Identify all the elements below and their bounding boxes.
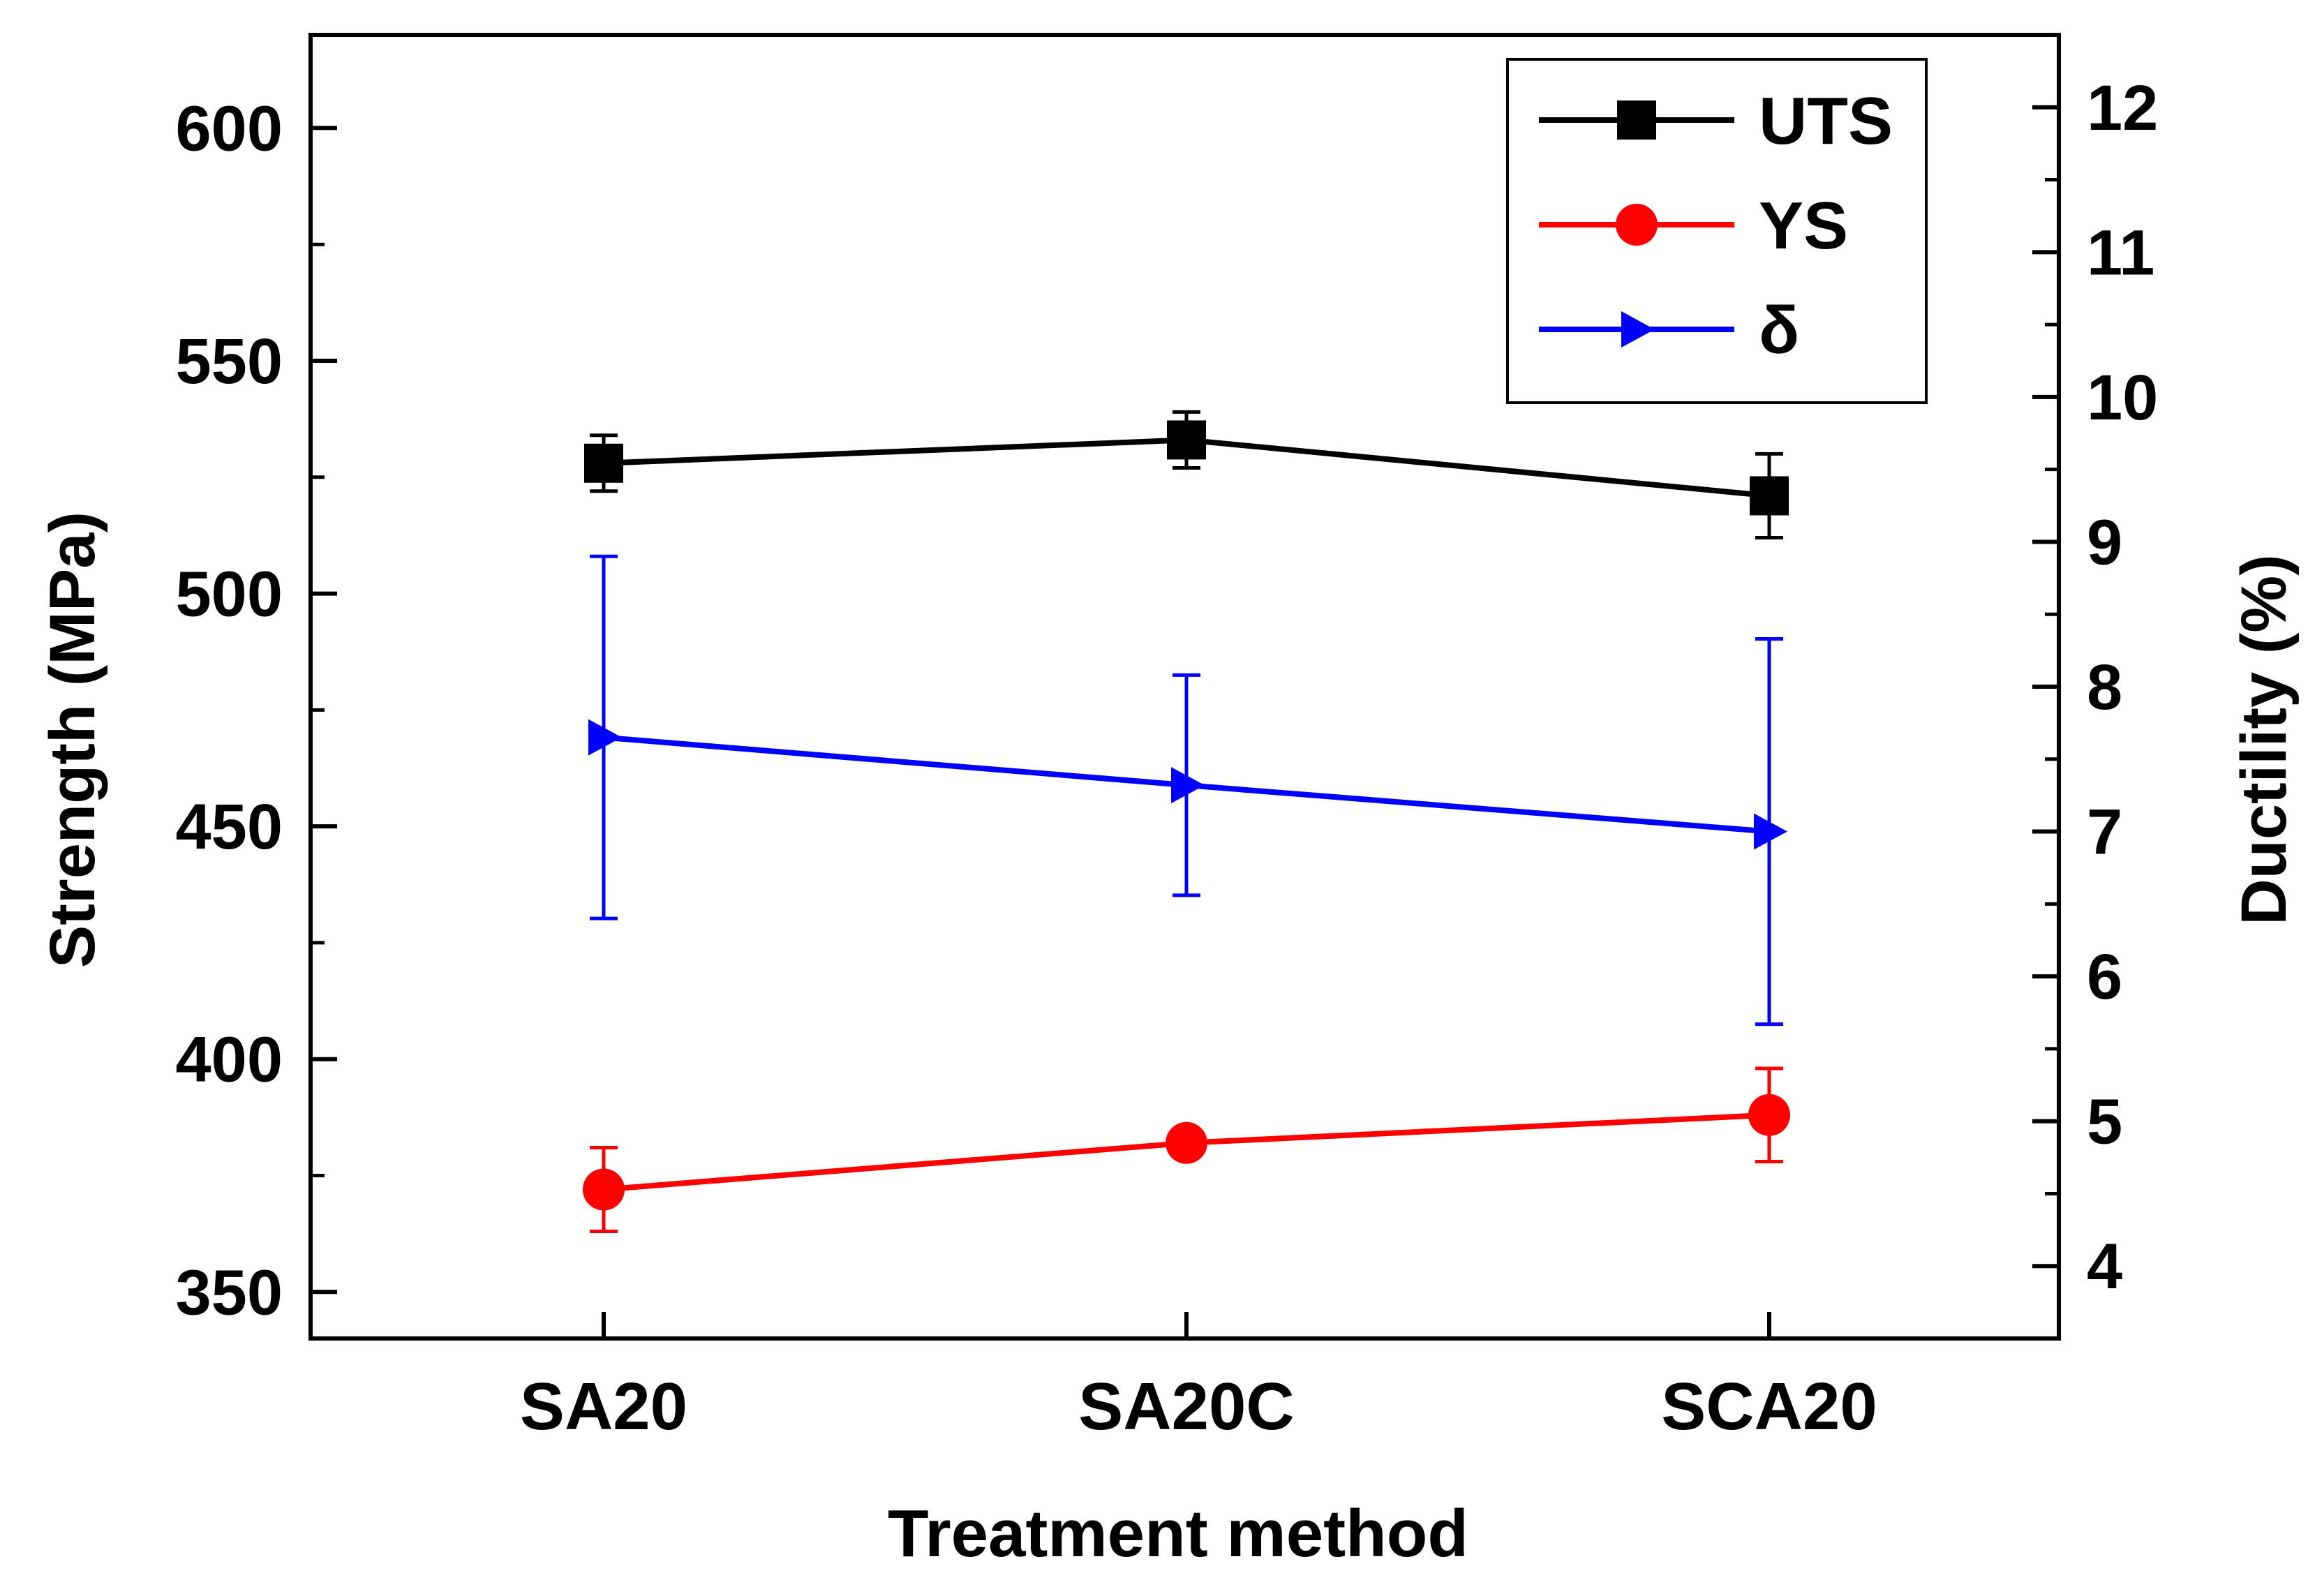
- x-tick-label: SA20C: [1078, 1369, 1294, 1444]
- data-point: [1748, 1094, 1790, 1136]
- y-axis-title: Strength (MPa): [37, 512, 108, 968]
- data-point: [588, 719, 622, 756]
- y-tick-label: 550: [176, 326, 283, 397]
- y-tick-label: 450: [176, 791, 283, 863]
- y2-tick-label: 8: [2087, 652, 2122, 723]
- y-tick-label: 500: [176, 559, 283, 630]
- y2-tick-label: 7: [2087, 797, 2122, 868]
- y-tick-label: 400: [176, 1024, 283, 1096]
- series-UTS: [584, 410, 1789, 540]
- y2-tick-label: 9: [2087, 507, 2122, 578]
- data-point: [584, 443, 623, 483]
- data-point: [1167, 420, 1206, 460]
- data-point: [1166, 1121, 1207, 1164]
- x-tick-label: SCA20: [1661, 1369, 1877, 1444]
- legend-marker: [1616, 204, 1658, 246]
- y2-tick-label: 5: [2087, 1087, 2122, 1158]
- y2-axis-title: Ductility (%): [2228, 554, 2300, 925]
- y-tick-label: 350: [176, 1257, 283, 1328]
- data-point: [1750, 476, 1789, 516]
- legend-marker: [1621, 311, 1655, 348]
- legend-label: YS: [1759, 188, 1848, 263]
- series-YS: [583, 1066, 1790, 1234]
- legend-label: UTS: [1759, 84, 1893, 158]
- series-δ: [588, 554, 1787, 1027]
- y-tick-label: 600: [176, 93, 283, 164]
- y2-tick-label: 12: [2087, 73, 2158, 144]
- y2-tick-label: 6: [2087, 941, 2122, 1013]
- x-tick-label: SA20: [520, 1369, 687, 1444]
- legend-marker: [1617, 100, 1656, 140]
- data-point: [1754, 813, 1787, 850]
- data-point: [1171, 767, 1205, 804]
- x-axis-title: Treatment method: [888, 1496, 1468, 1571]
- legend-label: δ: [1759, 293, 1799, 368]
- y2-tick-label: 10: [2087, 362, 2158, 433]
- y2-tick-label: 11: [2087, 217, 2154, 288]
- legend-box: [1506, 58, 1928, 404]
- legend: UTS YS δ: [1506, 58, 1928, 404]
- y2-tick-label: 4: [2087, 1231, 2122, 1302]
- data-point: [583, 1168, 625, 1211]
